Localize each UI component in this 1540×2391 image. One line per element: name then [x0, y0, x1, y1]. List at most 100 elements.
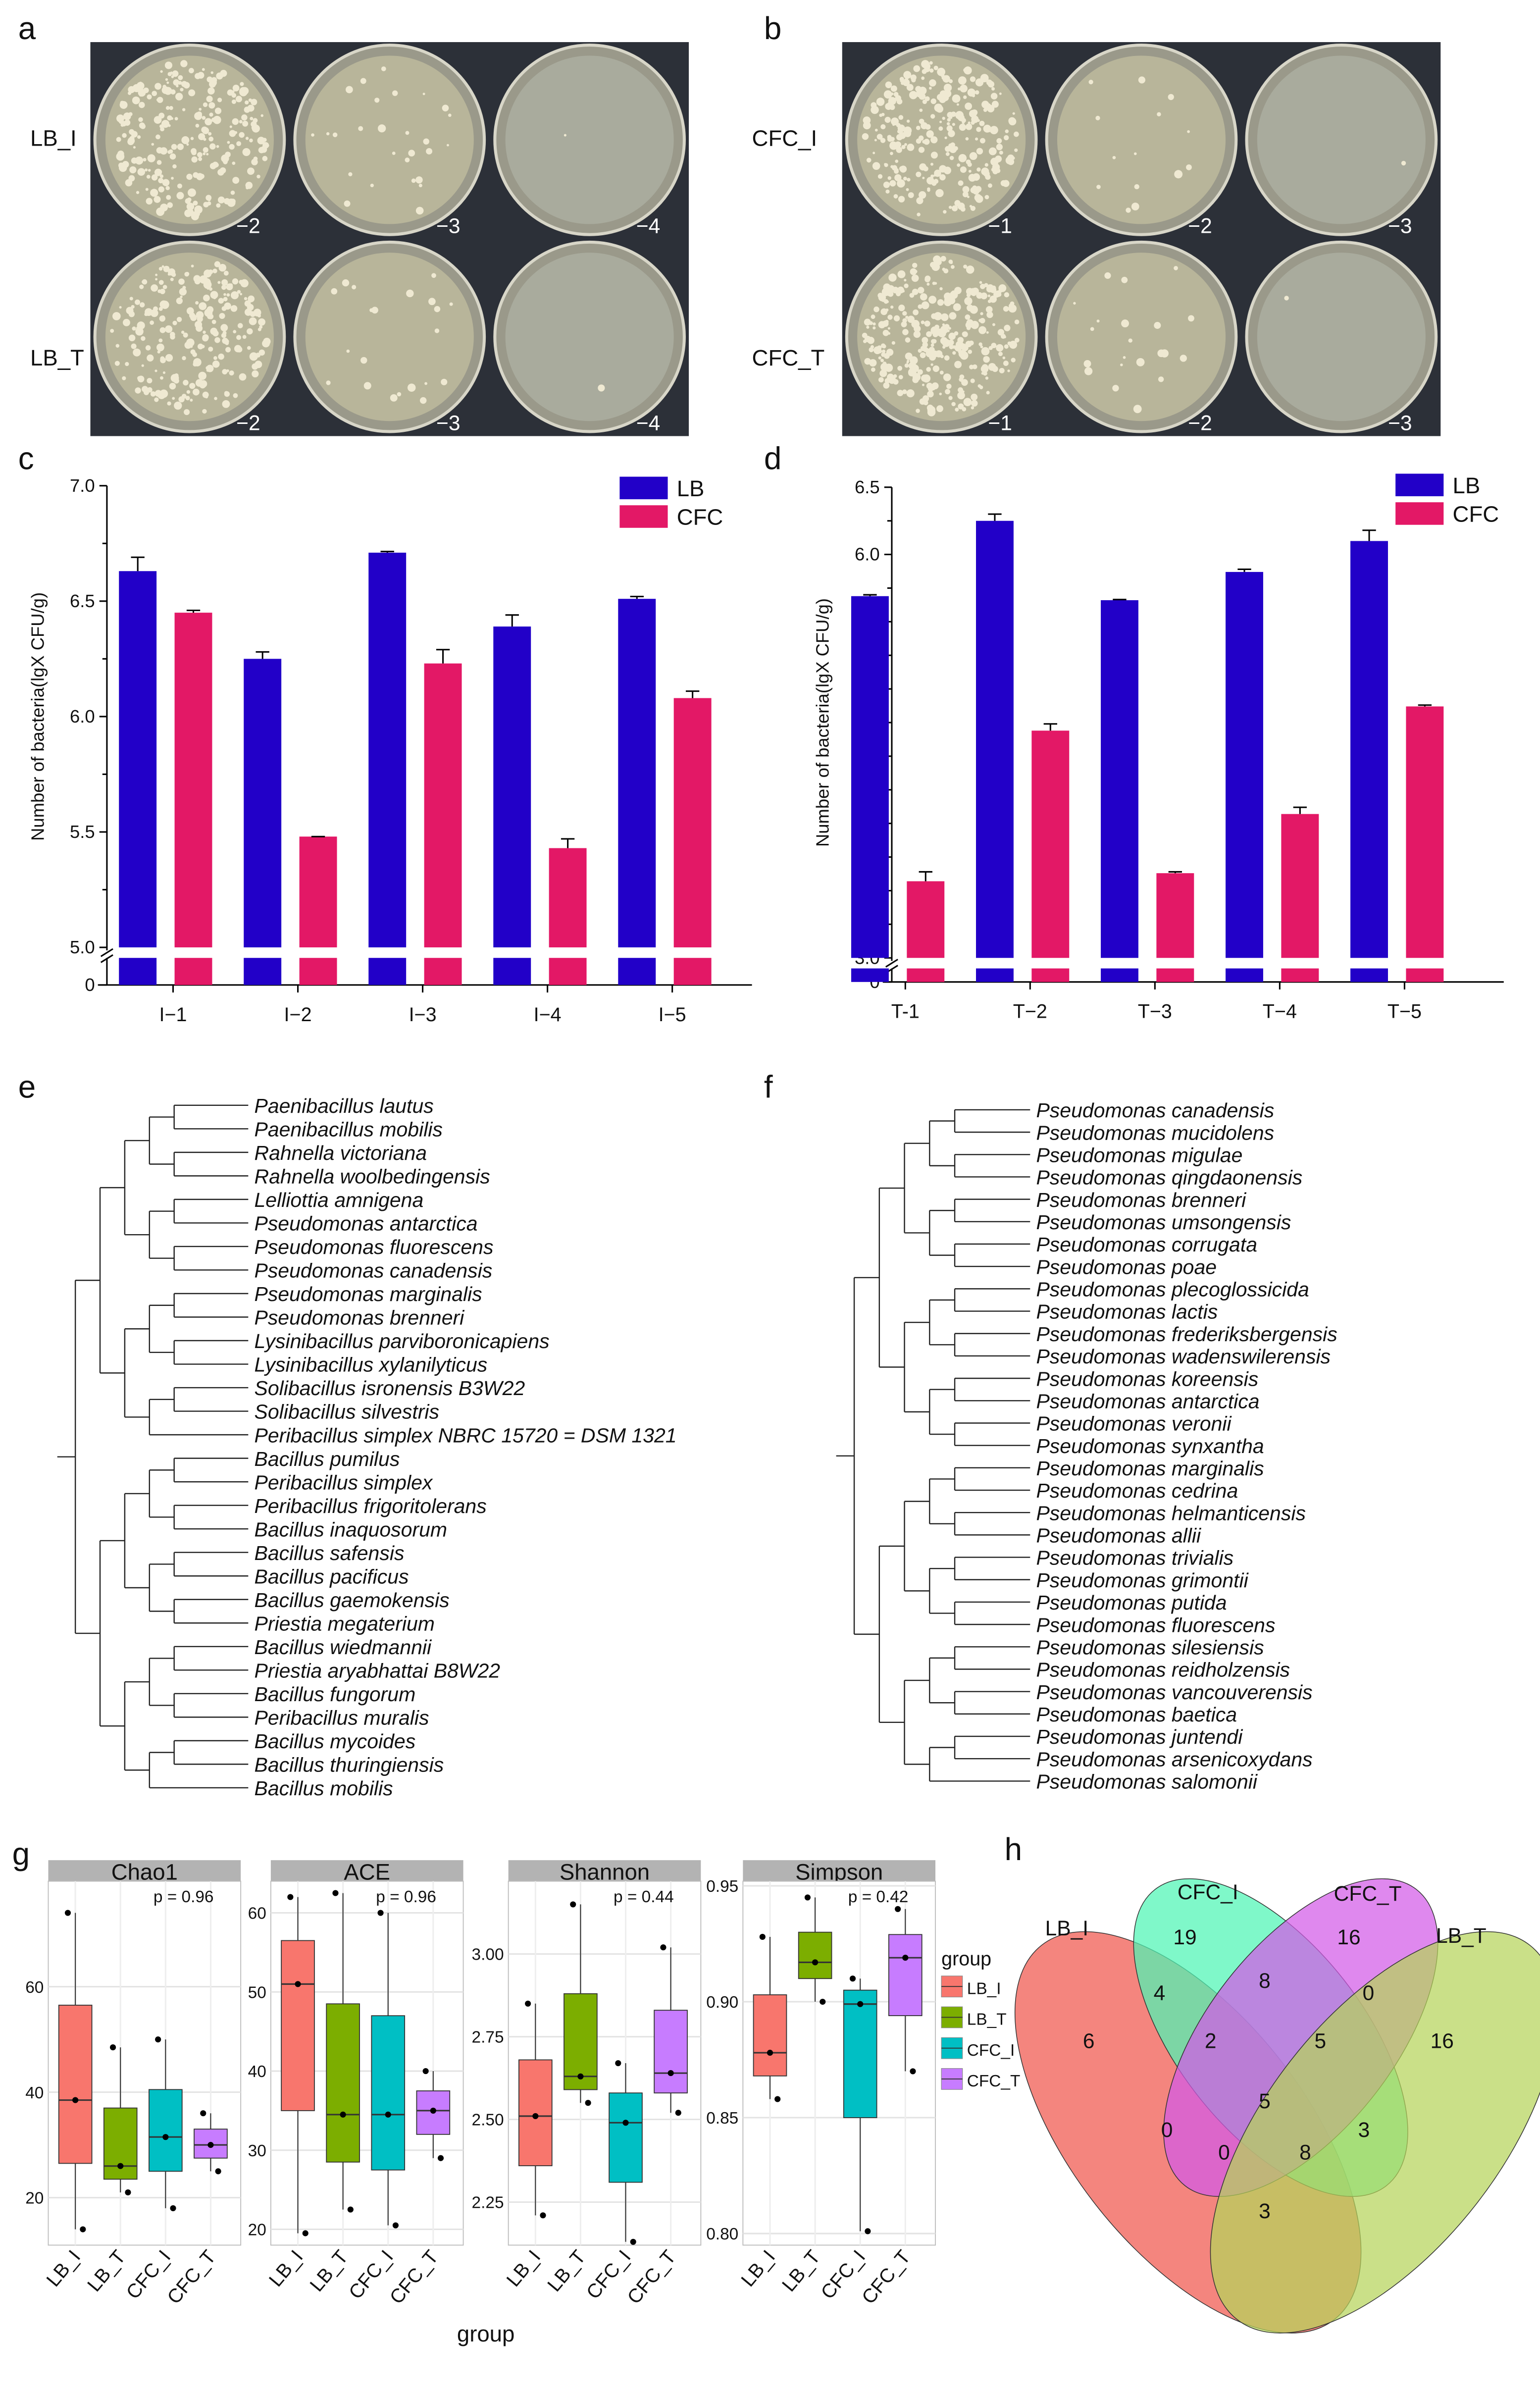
colony	[344, 200, 351, 207]
bar-CFC-1	[1031, 730, 1070, 958]
colony	[1131, 203, 1139, 210]
colony	[139, 284, 144, 289]
bar-LB-0	[119, 571, 157, 947]
facet-title: ACE	[344, 1860, 390, 1885]
taxon-label: Pseudomonas corrugata	[1036, 1233, 1257, 1256]
colony	[912, 288, 919, 295]
colony	[883, 382, 890, 389]
colony	[178, 75, 183, 80]
colony	[150, 309, 158, 317]
colony	[182, 286, 186, 290]
colony	[192, 388, 200, 396]
x-tick-label: I−4	[534, 1004, 562, 1026]
colony	[919, 163, 926, 171]
colony	[183, 379, 189, 386]
colony	[962, 186, 970, 193]
colony	[192, 352, 197, 357]
legend-swatch-CFC	[1395, 502, 1444, 525]
colony	[150, 320, 154, 325]
colony	[883, 181, 890, 188]
colony	[184, 341, 192, 349]
colony	[154, 397, 159, 402]
colony	[170, 117, 173, 120]
colony	[415, 176, 423, 184]
colony	[1284, 296, 1289, 301]
p-value: p = 0.44	[614, 1888, 674, 1906]
colony	[145, 168, 148, 172]
colony	[185, 198, 191, 204]
colony	[160, 301, 169, 309]
y-axis-label: Number of bacteria(lgX CFU/g)	[27, 592, 48, 841]
colony	[209, 287, 212, 291]
colony	[877, 345, 882, 350]
colony	[949, 344, 954, 350]
venn-diagram: LB_I CFC_I CFC_T LB_T 6 19 16 16 4 8 0 2 5 5 0 3 0 8 3	[1014, 1878, 1540, 2334]
colony	[252, 370, 259, 378]
colony	[916, 125, 921, 130]
colony	[917, 212, 921, 216]
colony	[897, 179, 905, 188]
colony	[911, 274, 919, 282]
colony	[958, 387, 964, 393]
bar-base-LB-1	[975, 968, 1014, 982]
colony	[1138, 76, 1145, 84]
colony	[247, 104, 255, 112]
colony	[963, 95, 967, 99]
colony	[1134, 184, 1139, 190]
colony	[128, 334, 136, 342]
colony	[902, 318, 907, 323]
colony	[976, 127, 981, 132]
box-CFC_I	[149, 2089, 183, 2172]
colony	[985, 376, 989, 380]
colony	[893, 92, 899, 97]
colony	[147, 354, 154, 362]
colony	[159, 178, 163, 182]
colony	[1014, 338, 1020, 343]
colony	[930, 343, 934, 347]
taxon-label: Bacillus pacificus	[254, 1565, 409, 1588]
panel-label-c: c	[18, 440, 34, 476]
colony	[148, 169, 151, 172]
colony	[917, 287, 924, 294]
colony	[234, 345, 242, 353]
colony	[392, 152, 396, 155]
colony	[926, 331, 931, 336]
data-point	[660, 1944, 667, 1951]
colony	[926, 177, 934, 185]
taxon-label: Pseudomonas wadenswilerensis	[1036, 1345, 1331, 1368]
colony	[981, 101, 989, 108]
colony	[1154, 322, 1161, 329]
colony	[873, 152, 875, 155]
colony	[213, 116, 219, 122]
colony	[220, 70, 227, 77]
petri-dish	[93, 240, 286, 433]
colony	[965, 137, 969, 141]
colony	[214, 337, 220, 343]
colony	[185, 139, 189, 142]
x-tick-label: T−5	[1387, 1001, 1422, 1023]
colony	[150, 391, 156, 397]
colony	[195, 123, 200, 128]
petri-dish	[293, 240, 486, 433]
colony	[988, 363, 996, 371]
colony	[116, 114, 124, 123]
box-CFC_T	[888, 1934, 923, 2017]
colony	[428, 298, 436, 306]
colony	[888, 273, 897, 282]
colony	[209, 143, 216, 150]
colony	[906, 84, 914, 91]
box-LB_T	[564, 1993, 598, 2090]
data-point	[615, 2060, 621, 2067]
colony	[957, 391, 965, 400]
dilution-label: −3	[436, 412, 460, 435]
colony	[227, 141, 230, 144]
colony	[1180, 355, 1187, 362]
taxon-label: Pseudomonas frederiksbergensis	[1036, 1323, 1337, 1346]
colony	[922, 176, 925, 179]
bar-base-CFC-2	[424, 958, 462, 985]
colony	[182, 356, 186, 361]
colony	[220, 324, 228, 332]
colony	[970, 187, 977, 194]
colony	[990, 157, 999, 166]
